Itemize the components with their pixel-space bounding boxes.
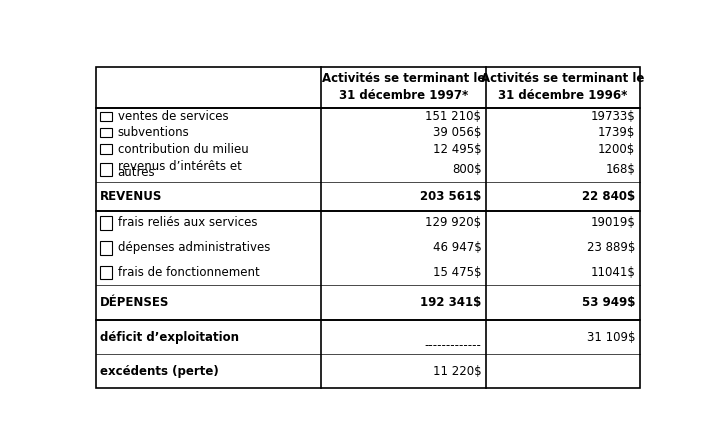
Bar: [96, 108, 640, 210]
Text: 168$: 168$: [605, 163, 635, 176]
Bar: [96, 67, 640, 108]
Text: déficit d’exploitation: déficit d’exploitation: [100, 330, 239, 344]
Text: 31 109$: 31 109$: [587, 330, 635, 344]
Bar: [100, 128, 112, 137]
Text: dépenses administratives: dépenses administratives: [118, 241, 270, 254]
Bar: [100, 144, 112, 154]
Text: autres: autres: [118, 166, 155, 179]
Text: 129 920$: 129 920$: [425, 216, 482, 230]
Text: DÉPENSES: DÉPENSES: [100, 296, 169, 309]
Text: contribution du milieu: contribution du milieu: [118, 143, 248, 155]
Bar: [96, 210, 640, 320]
Text: ventes de services: ventes de services: [118, 110, 228, 123]
Text: 1200$: 1200$: [598, 143, 635, 155]
Text: 800$: 800$: [452, 163, 482, 176]
Text: Activités se terminant le
31 décembre 1996*: Activités se terminant le 31 décembre 19…: [481, 72, 645, 103]
Text: 151 210$: 151 210$: [426, 110, 482, 123]
Bar: [100, 163, 112, 176]
Bar: [100, 216, 112, 230]
Bar: [100, 241, 112, 254]
Text: 19019$: 19019$: [590, 216, 635, 230]
Text: 39 056$: 39 056$: [433, 126, 482, 139]
Text: subventions: subventions: [118, 126, 190, 139]
Text: 53 949$: 53 949$: [582, 296, 635, 309]
Text: 46 947$: 46 947$: [433, 241, 482, 254]
Bar: [100, 266, 112, 279]
Text: 11041$: 11041$: [590, 266, 635, 279]
Bar: [96, 320, 640, 388]
Text: frais reliés aux services: frais reliés aux services: [118, 216, 257, 230]
Text: 19733$: 19733$: [590, 110, 635, 123]
Text: REVENUS: REVENUS: [100, 190, 162, 202]
Text: frais de fonctionnement: frais de fonctionnement: [118, 266, 259, 279]
Text: 12 495$: 12 495$: [433, 143, 482, 155]
Text: -------------: -------------: [424, 339, 482, 352]
Text: 203 561$: 203 561$: [420, 190, 482, 202]
Text: 192 341$: 192 341$: [420, 296, 482, 309]
Text: 11 220$: 11 220$: [433, 365, 482, 378]
Text: Activités se terminant le
31 décembre 1997*: Activités se terminant le 31 décembre 19…: [322, 72, 485, 103]
Bar: [100, 112, 112, 121]
Text: 22 840$: 22 840$: [582, 190, 635, 202]
Text: revenus d’intérêts et: revenus d’intérêts et: [118, 159, 241, 173]
Text: excédents (perte): excédents (perte): [100, 365, 218, 378]
Text: 23 889$: 23 889$: [587, 241, 635, 254]
Text: 1739$: 1739$: [597, 126, 635, 139]
Text: 15 475$: 15 475$: [433, 266, 482, 279]
